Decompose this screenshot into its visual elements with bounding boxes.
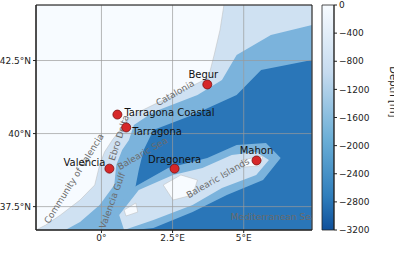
svg-text:Balearic Islands: Balearic Islands (184, 156, 251, 201)
svg-text:42.5°N: 42.5°N (8, 56, 31, 66)
svg-text:Tarragona Coastal: Tarragona Coastal (123, 107, 214, 118)
svg-text:Tarragona: Tarragona (131, 126, 182, 137)
svg-text:40°N: 40°N (8, 129, 31, 139)
svg-text:−1200: −1200 (339, 85, 370, 95)
svg-text:−400: −400 (339, 28, 364, 38)
svg-text:Begur: Begur (188, 69, 219, 80)
svg-text:Dragonera: Dragonera (148, 154, 201, 165)
svg-text:Ebro Delta: Ebro Delta (107, 114, 131, 162)
svg-text:Depth [m]: Depth [m] (388, 66, 392, 117)
svg-text:0: 0 (339, 0, 345, 10)
svg-text:−2000: −2000 (339, 141, 370, 151)
svg-text:2.5°E: 2.5°E (160, 233, 185, 243)
svg-text:−2800: −2800 (339, 197, 370, 207)
svg-text:Valencia: Valencia (64, 157, 106, 168)
svg-text:−3200: −3200 (339, 225, 370, 235)
svg-text:Balearic Sea: Balearic Sea (115, 135, 170, 172)
svg-text:−800: −800 (339, 56, 364, 66)
svg-text:−2400: −2400 (339, 169, 370, 179)
svg-text:Community of Valencia: Community of Valencia (42, 132, 106, 226)
svg-text:0°: 0° (96, 233, 106, 243)
svg-text:−1600: −1600 (339, 113, 370, 123)
svg-text:Valencia Gulf: Valencia Gulf (98, 170, 128, 230)
svg-text:Mahon: Mahon (240, 145, 274, 156)
svg-text:5°E: 5°E (236, 233, 252, 243)
svg-text:37.5°N: 37.5°N (8, 202, 31, 212)
svg-text:Catalonia: Catalonia (154, 78, 196, 108)
svg-text:Mediterranean Sea: Mediterranean Sea (231, 212, 312, 222)
